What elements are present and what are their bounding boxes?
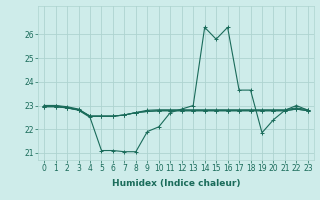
X-axis label: Humidex (Indice chaleur): Humidex (Indice chaleur)	[112, 179, 240, 188]
